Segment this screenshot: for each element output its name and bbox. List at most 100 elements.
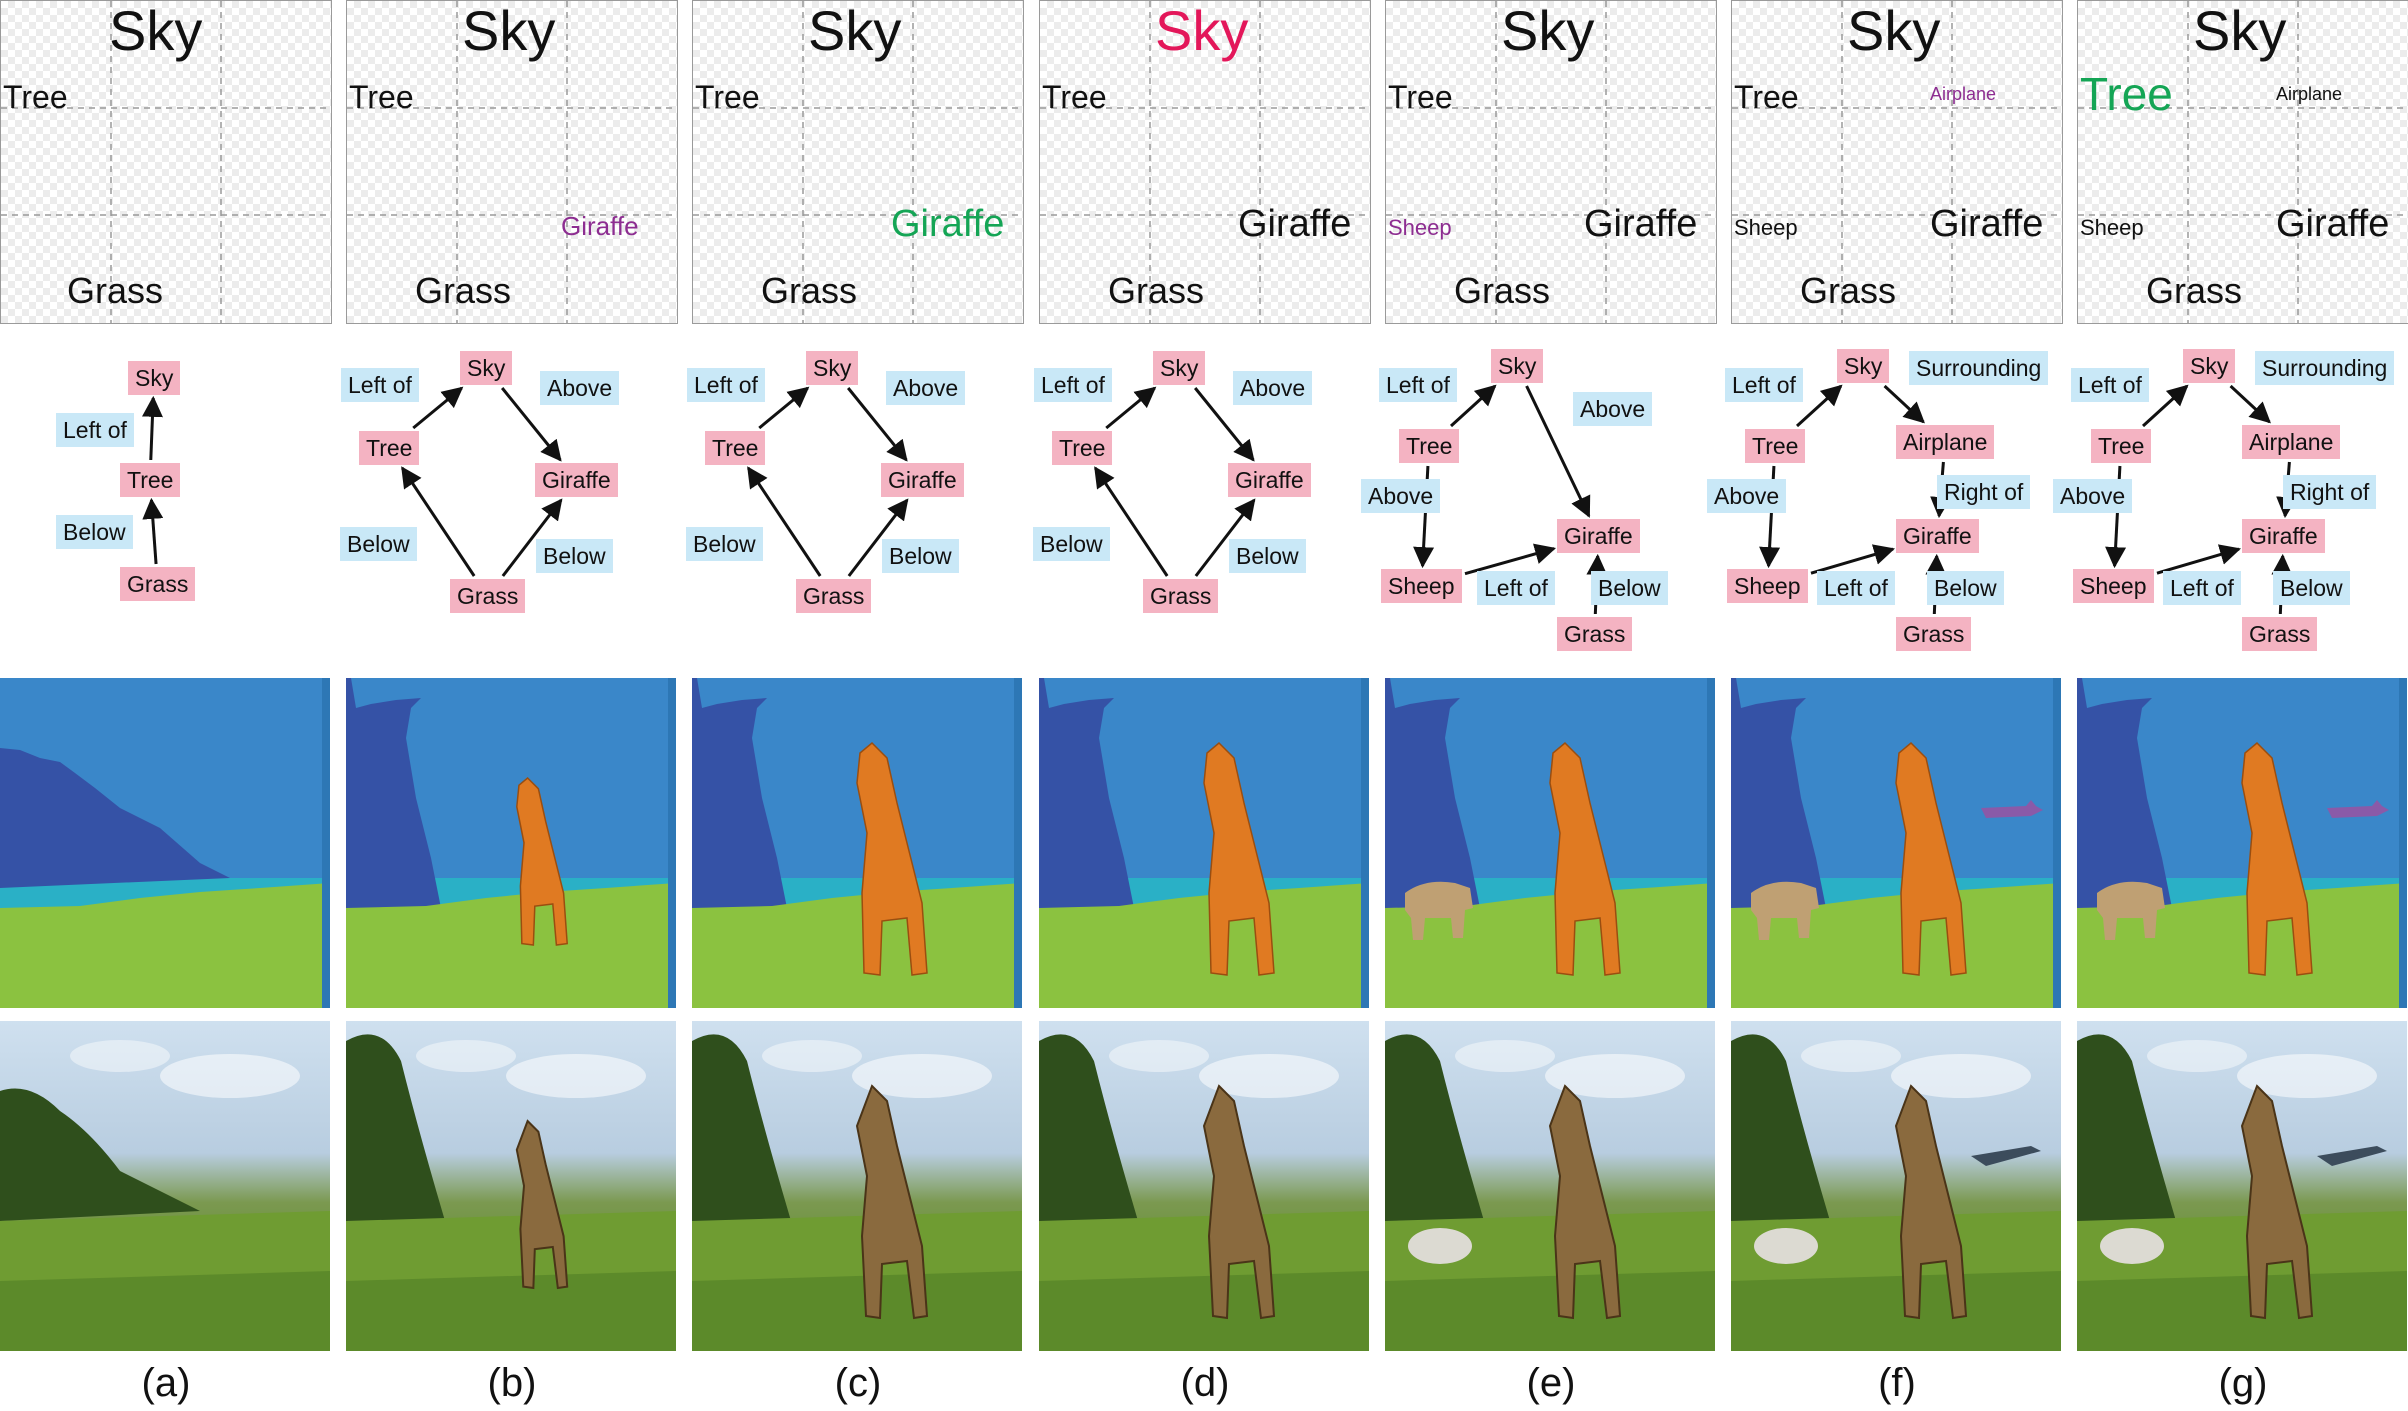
layout-grid bbox=[1, 1, 331, 323]
photo-trees bbox=[692, 1034, 797, 1251]
scene-graph: Sky Tree Giraffe Grass Left of Above Below Belo… bbox=[1033, 335, 1371, 665]
layout-label-grass: Grass bbox=[1108, 270, 1205, 311]
seg-grass bbox=[692, 883, 1022, 1008]
edge-sheep-to-giraffe bbox=[1810, 544, 1896, 575]
layout-label-tree: Tree bbox=[1734, 79, 1799, 115]
layout-label-grass: Grass bbox=[1454, 270, 1551, 311]
photo-sheep bbox=[1754, 1228, 1818, 1264]
edge-grass-to-giraffe bbox=[1194, 498, 1256, 577]
graph-relation-tree-sheep: Above bbox=[2053, 479, 2133, 514]
edge-sky-to-giraffe bbox=[1193, 387, 1255, 462]
segmentation-mask bbox=[2077, 678, 2407, 1008]
layout-label-tree: Tree bbox=[2080, 68, 2173, 120]
graph-relation-grass-tree: Below bbox=[340, 527, 417, 562]
edge-sky-to-giraffe bbox=[500, 387, 562, 462]
layout-grid bbox=[693, 1, 1023, 323]
panel-caption: (a) bbox=[141, 1361, 191, 1405]
edge-sky-to-giraffe bbox=[1525, 385, 1591, 518]
graph-relation-sky-giraffe: Above bbox=[540, 371, 620, 406]
panel-caption: (c) bbox=[834, 1361, 882, 1405]
scene-graph: Sky Tree Airplane Sheep Giraffe Grass Left of S… bbox=[1707, 335, 2063, 665]
graph-node-grass: Grass bbox=[1896, 617, 1972, 652]
graph-node-grass: Grass bbox=[2242, 617, 2318, 652]
edge-tree-to-sky bbox=[1105, 386, 1157, 430]
generated-photo bbox=[346, 1021, 676, 1351]
column-a: Sky Tree Grass Sky Tree Grass Left of Below (a) bbox=[0, 0, 332, 1411]
segmentation-svg bbox=[1039, 678, 1369, 1008]
edge-sky-to-giraffe bbox=[846, 387, 908, 462]
photo-grass-near bbox=[2077, 1271, 2407, 1351]
photo-grass-near bbox=[1731, 1271, 2061, 1351]
photo-trees bbox=[0, 1088, 200, 1221]
layout-canvas: Sky Tree Airplane Sheep Giraffe Grass bbox=[2077, 0, 2408, 324]
graph-relation-sky-airplane: Surrounding bbox=[1909, 351, 2049, 386]
seg-tree bbox=[2077, 678, 2192, 948]
layout-label-tree: Tree bbox=[1042, 79, 1107, 115]
seg-grass bbox=[346, 883, 676, 1008]
graph-relation-grass-giraffe: Below bbox=[1591, 571, 1668, 606]
photo-cloud bbox=[1545, 1054, 1685, 1098]
panel-caption: (e) bbox=[1526, 1361, 1576, 1405]
graph-relation-grass-tree: Below bbox=[56, 515, 133, 550]
photo-svg bbox=[2077, 1034, 2407, 1351]
seg-tree bbox=[0, 748, 230, 888]
seg-tree bbox=[1039, 678, 1154, 948]
graph-relation-airplane-giraffe: Right of bbox=[2283, 475, 2377, 510]
layout-grid bbox=[1732, 1, 2062, 323]
seg-grass bbox=[2077, 883, 2407, 1008]
edge-grass-to-tree bbox=[1094, 466, 1169, 577]
graph-node-grass: Grass bbox=[1143, 579, 1219, 614]
graph-relation-grass-giraffe: Below bbox=[882, 539, 959, 574]
photo-cloud bbox=[852, 1054, 992, 1098]
graph-node-tree: Tree bbox=[1052, 431, 1113, 466]
layout-label-giraffe: Giraffe bbox=[1238, 203, 1352, 245]
edge-sheep-to-giraffe bbox=[2156, 544, 2242, 575]
photo-svg bbox=[346, 1034, 676, 1351]
photo-cloud bbox=[2237, 1054, 2377, 1098]
seg-giraffe bbox=[516, 776, 568, 946]
seg-sheep bbox=[1751, 881, 1819, 940]
graph-node-giraffe: Giraffe bbox=[2242, 519, 2325, 554]
graph-node-tree: Tree bbox=[1399, 429, 1460, 464]
graph-relation-sheep-giraffe: Left of bbox=[1817, 571, 1895, 606]
graph-relation-tree-sky: Left of bbox=[687, 368, 765, 403]
graph-node-sky: Sky bbox=[1491, 349, 1544, 384]
graph-relation-tree-sky: Left of bbox=[1725, 368, 1803, 403]
column-f: Sky Tree Airplane Sheep Giraffe Grass Sky Tree A… bbox=[1707, 0, 2063, 1411]
seg-sheep bbox=[2097, 881, 2165, 940]
edge-tree-to-sky bbox=[2141, 384, 2189, 428]
edge-sheep-to-giraffe bbox=[1464, 543, 1557, 576]
graph-node-sheep: Sheep bbox=[2073, 569, 2154, 604]
graph-relation-grass-giraffe: Below bbox=[1927, 571, 2004, 606]
seg-edge bbox=[1707, 678, 1715, 1008]
column-b: Sky Tree Giraffe Grass Sky Tree Giraffe Grass Le… bbox=[340, 0, 678, 1411]
segmentation-svg bbox=[0, 678, 330, 1008]
graph-relation-tree-sky: Left of bbox=[56, 413, 134, 448]
layout-grid bbox=[1040, 1, 1370, 323]
layout-canvas: Sky Tree Giraffe Grass bbox=[346, 0, 678, 324]
graph-relation-tree-sheep: Above bbox=[1707, 479, 1787, 514]
graph-relation-sheep-giraffe: Left of bbox=[1477, 571, 1555, 606]
seg-airplane bbox=[2327, 800, 2389, 818]
photo-cloud bbox=[1455, 1040, 1555, 1072]
photo-grass-near bbox=[1385, 1271, 1715, 1351]
layout-label-grass: Grass bbox=[415, 270, 512, 311]
column-g: Sky Tree Airplane Sheep Giraffe Grass Sky Tree A… bbox=[2053, 0, 2408, 1411]
photo-sheep bbox=[1408, 1228, 1472, 1264]
photo-trees bbox=[1731, 1034, 1836, 1251]
photo-svg bbox=[1039, 1034, 1369, 1351]
graph-node-sky: Sky bbox=[1153, 351, 1206, 386]
photo-giraffe bbox=[855, 1084, 929, 1320]
seg-tree bbox=[346, 678, 461, 948]
graph-node-giraffe: Giraffe bbox=[881, 463, 964, 498]
edge-grass-to-tree bbox=[747, 466, 822, 577]
graph-relation-tree-sky: Left of bbox=[2071, 368, 2149, 403]
seg-edge bbox=[1014, 678, 1022, 1008]
photo-svg bbox=[0, 1040, 330, 1351]
seg-edge bbox=[2053, 678, 2061, 1008]
photo-cloud bbox=[70, 1040, 170, 1072]
generated-photo bbox=[2077, 1021, 2407, 1351]
segmentation-svg bbox=[346, 678, 676, 1008]
generated-photo bbox=[1385, 1021, 1715, 1351]
edge-tree-to-sky bbox=[758, 386, 810, 430]
